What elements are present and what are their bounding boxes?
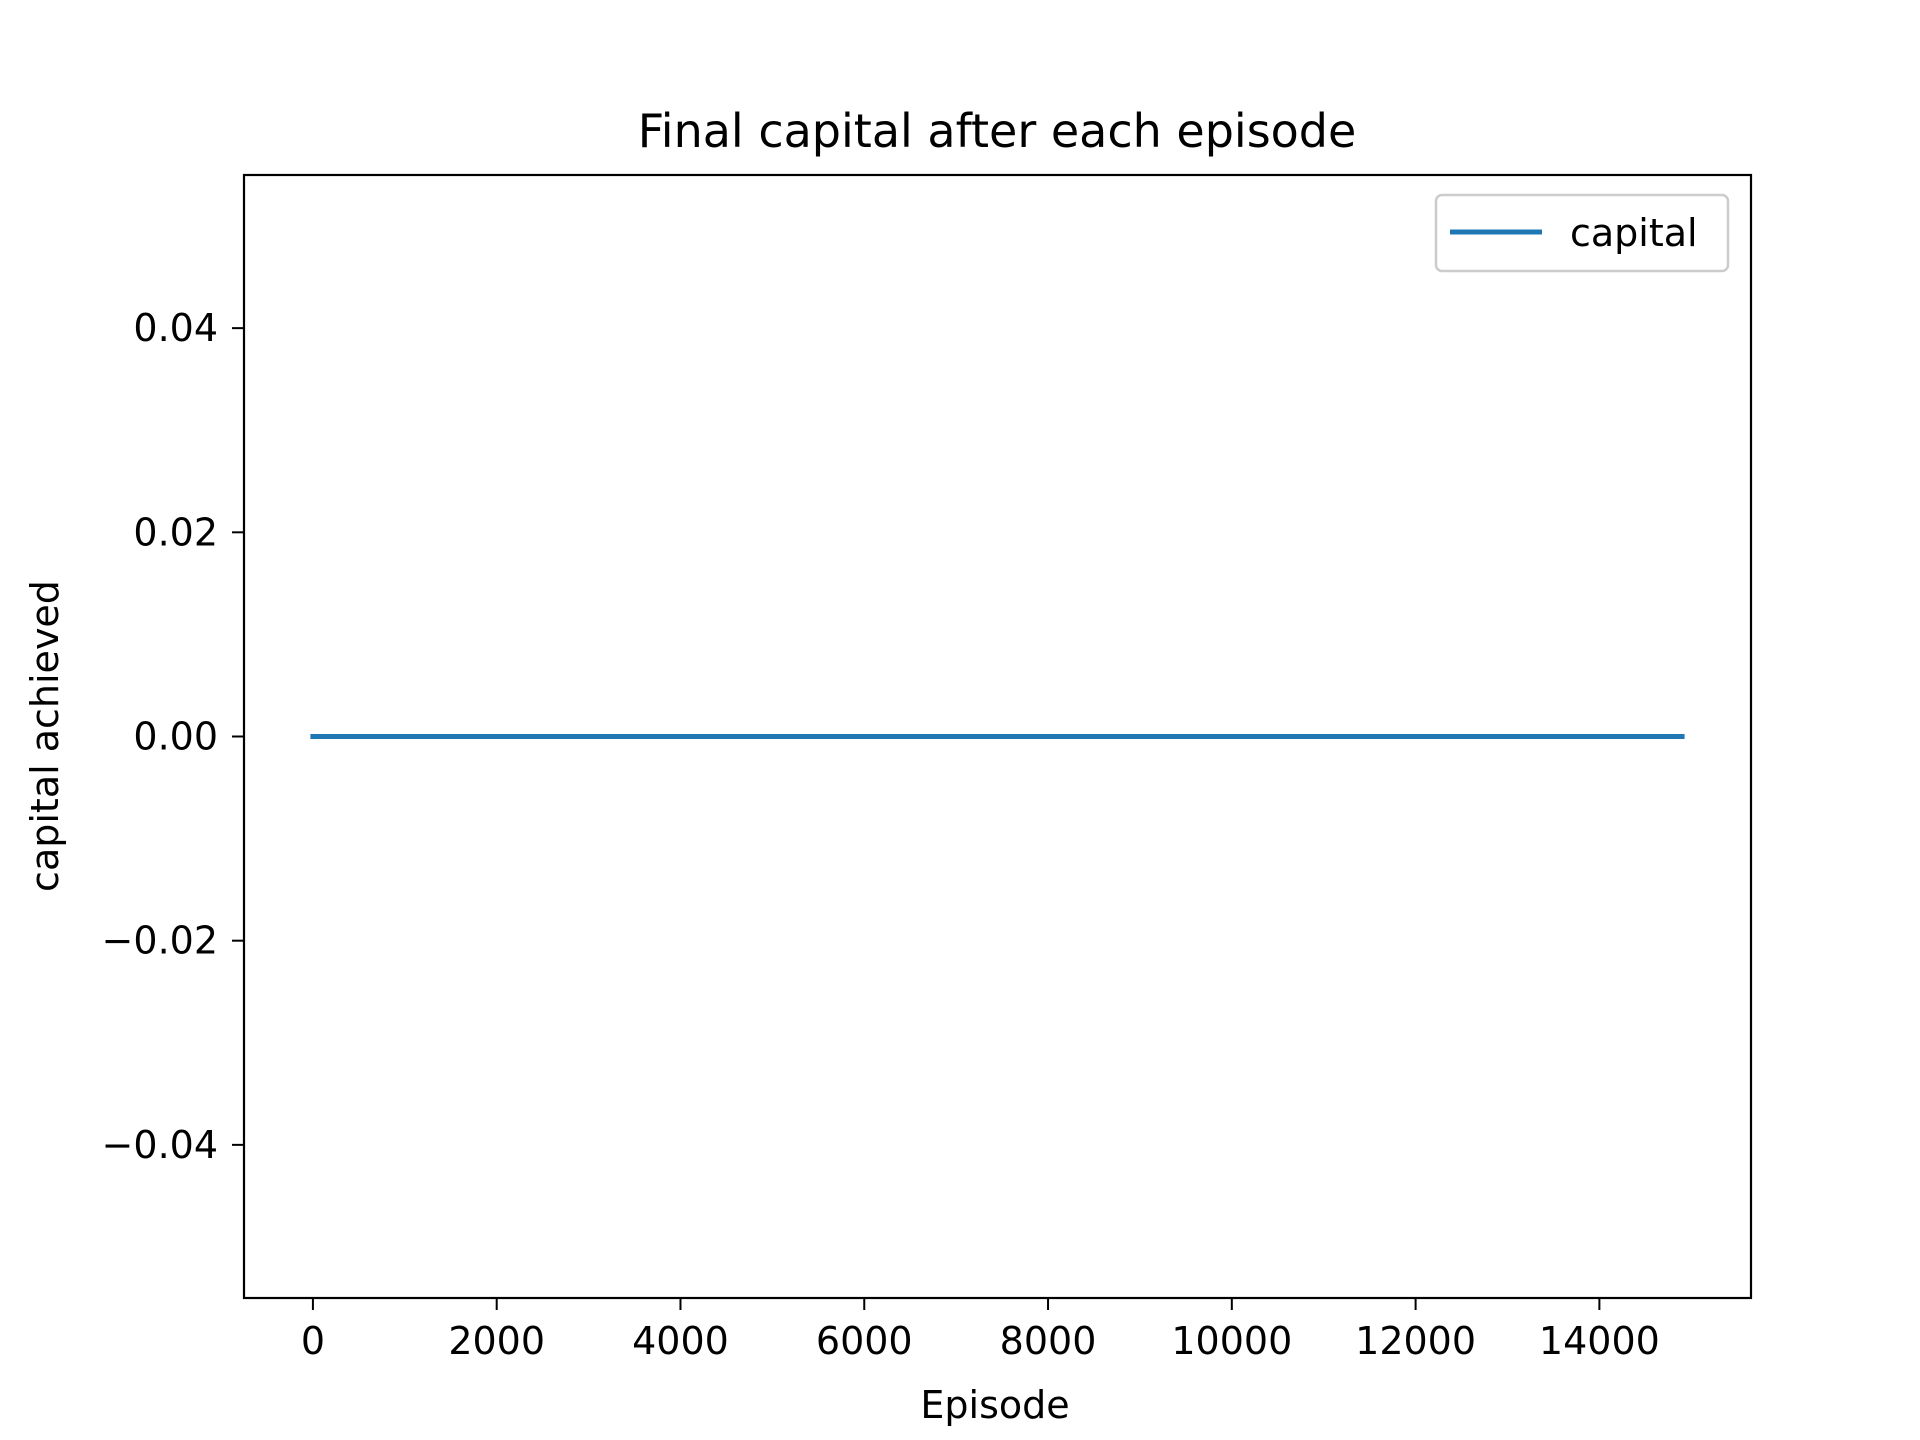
y-tick-label: −0.04 — [102, 1123, 218, 1167]
x-tick-label: 4000 — [632, 1319, 729, 1363]
x-axis: 0 2000 4000 6000 8000 10000 12000 14000 — [301, 1298, 1660, 1363]
x-tick-label: 6000 — [816, 1319, 913, 1363]
x-tick-label: 14000 — [1539, 1319, 1660, 1363]
legend: capital — [1434, 193, 1730, 273]
legend-label-capital: capital — [1570, 211, 1698, 255]
y-axis-label: capital achieved — [23, 580, 67, 892]
x-tick-label: 10000 — [1171, 1319, 1292, 1363]
plot-frame — [242, 173, 1753, 1300]
x-tick-label: 12000 — [1355, 1319, 1476, 1363]
y-tick-label: 0.02 — [133, 510, 218, 554]
y-axis: −0.04 −0.02 0.00 0.02 0.04 — [102, 306, 244, 1167]
y-tick-label: 0.04 — [133, 306, 218, 350]
x-tick-label: 8000 — [1000, 1319, 1097, 1363]
chart-title: Final capital after each episode — [638, 104, 1357, 158]
x-tick-label: 0 — [301, 1319, 325, 1363]
legend-box — [1434, 193, 1730, 273]
y-tick-label: −0.02 — [102, 919, 218, 963]
y-tick-label: 0.00 — [133, 715, 218, 759]
x-axis-label: Episode — [920, 1383, 1069, 1427]
x-tick-label: 2000 — [448, 1319, 545, 1363]
